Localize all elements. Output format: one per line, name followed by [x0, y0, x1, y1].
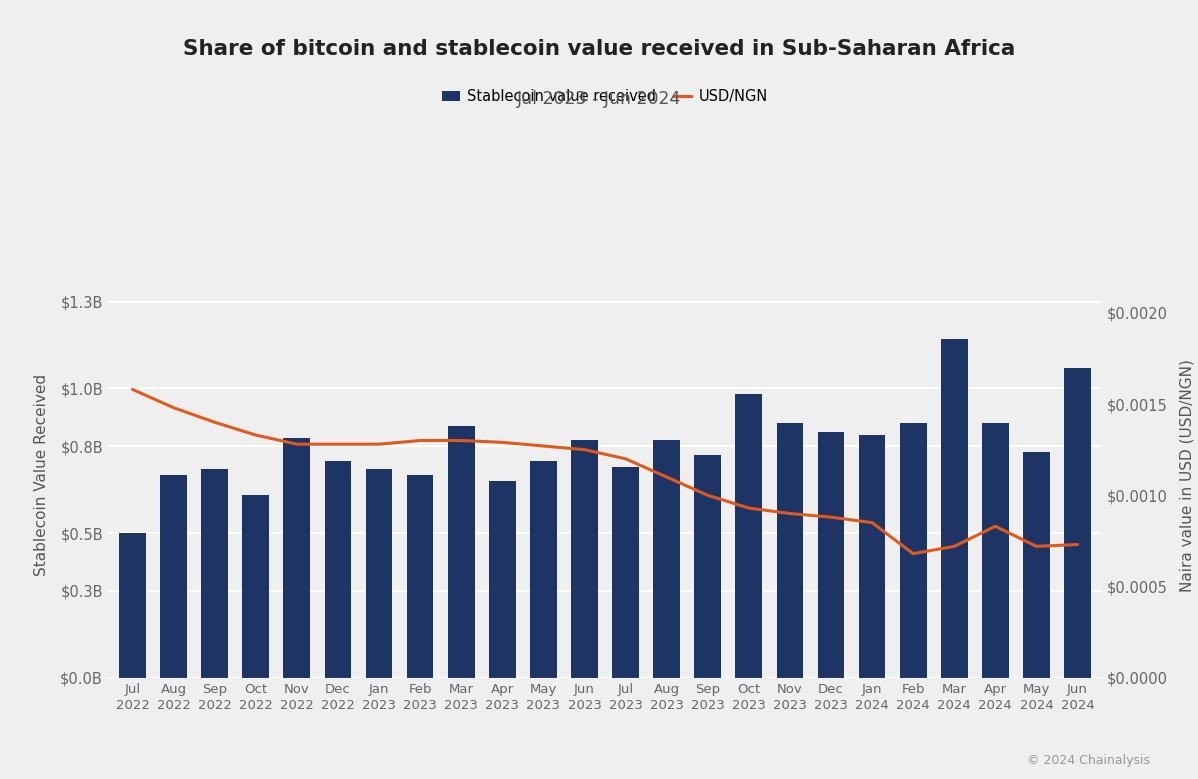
- Legend: Stablecoin value received, USD/NGN: Stablecoin value received, USD/NGN: [436, 83, 774, 110]
- Bar: [161, 475, 187, 678]
- Bar: [859, 435, 885, 678]
- Bar: [1023, 452, 1049, 678]
- Bar: [365, 470, 393, 678]
- Bar: [201, 470, 228, 678]
- Text: Jul 2023 - Jun 2024: Jul 2023 - Jun 2024: [516, 90, 682, 108]
- Bar: [119, 533, 146, 678]
- Bar: [284, 438, 310, 678]
- Bar: [736, 394, 762, 678]
- Y-axis label: Naira value in USD (USD/NGN): Naira value in USD (USD/NGN): [1179, 359, 1194, 591]
- Bar: [242, 495, 270, 678]
- Bar: [776, 423, 803, 678]
- Bar: [695, 455, 721, 678]
- Bar: [489, 481, 515, 678]
- Bar: [1064, 368, 1091, 678]
- Bar: [407, 475, 434, 678]
- Bar: [653, 440, 680, 678]
- Y-axis label: Stablecoin Value Received: Stablecoin Value Received: [34, 374, 49, 576]
- Bar: [571, 440, 598, 678]
- Bar: [448, 426, 474, 678]
- Bar: [940, 339, 968, 678]
- Text: © 2024 Chainalysis: © 2024 Chainalysis: [1027, 754, 1150, 767]
- Text: Share of bitcoin and stablecoin value received in Sub-Saharan Africa: Share of bitcoin and stablecoin value re…: [183, 39, 1015, 59]
- Bar: [900, 423, 926, 678]
- Bar: [612, 467, 639, 678]
- Bar: [982, 423, 1009, 678]
- Bar: [325, 460, 351, 678]
- Bar: [530, 460, 557, 678]
- Bar: [817, 432, 845, 678]
